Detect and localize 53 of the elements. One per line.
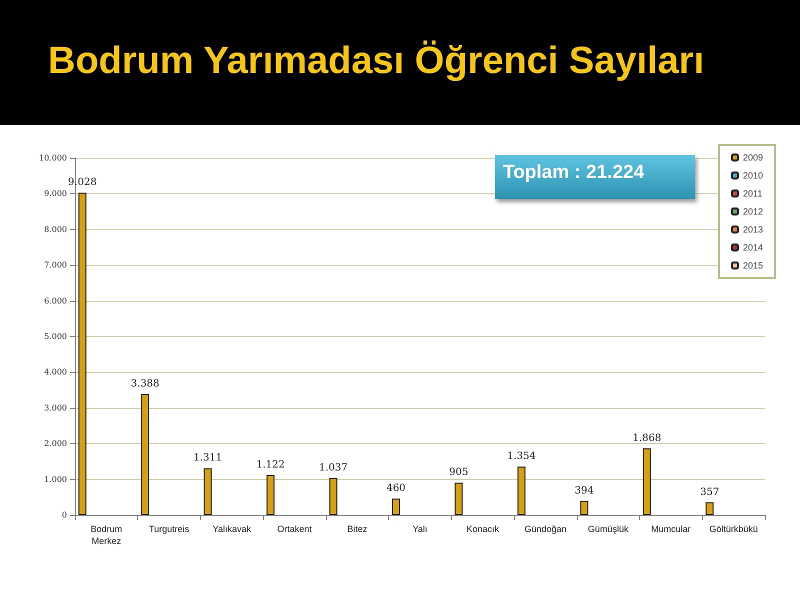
- x-tick-label: Yalı: [412, 524, 428, 534]
- legend-label: 2009: [742, 152, 764, 162]
- bar: [392, 498, 400, 515]
- legend-label: 2014: [742, 242, 764, 252]
- y-tick-label: 3.000: [44, 403, 67, 412]
- x-tick-label: Ortakent: [277, 524, 312, 534]
- data-label: 1.354: [507, 451, 536, 462]
- annotation: Toplam : 21.224: [495, 155, 695, 199]
- bar: [266, 474, 275, 515]
- legend-label: 2010: [742, 170, 764, 180]
- y-tick-label: 7.000: [44, 260, 67, 270]
- y-tick-label: 6.000: [44, 296, 67, 306]
- x-tick-label: Yalıkavak: [212, 524, 252, 534]
- data-label: 394: [574, 485, 594, 496]
- legend-label: 2012: [742, 206, 764, 216]
- x-tick-label: Bodrum Merkez: [90, 524, 122, 546]
- x-tick-label: Konacık: [466, 524, 500, 534]
- y-tick-label: 0: [62, 510, 67, 520]
- data-label: 1.868: [632, 432, 662, 444]
- y-tick-label: 10.000: [39, 154, 67, 162]
- legend-label: 2013: [742, 224, 764, 234]
- x-tick-label: Göltürkbükü: [709, 524, 758, 534]
- y-tick-label: 2.000: [44, 439, 67, 448]
- bar: [580, 500, 588, 515]
- bar: [78, 192, 86, 515]
- data-label: 357: [700, 486, 720, 498]
- data-label: 3.388: [130, 378, 160, 390]
- y-tick-label: 4.000: [44, 368, 67, 377]
- bar: [642, 448, 651, 515]
- x-tick-label: Turgutreis: [148, 524, 190, 534]
- bar: [706, 502, 714, 515]
- chart-title: Bodrum Yarımadası Öğrenci Sayıları: [48, 40, 704, 83]
- bar: [141, 394, 150, 515]
- data-label: 460: [386, 483, 406, 494]
- data-label: 9.028: [68, 177, 97, 188]
- x-tick-label: Gündoğan: [524, 524, 566, 534]
- data-label: 905: [449, 467, 468, 478]
- y-tick-label: 1.000: [44, 474, 67, 484]
- y-tick-label: 8.000: [44, 224, 67, 234]
- bar: [454, 482, 463, 515]
- y-tick-label: 5.000: [44, 332, 67, 341]
- bar: [204, 468, 212, 515]
- y-tick-label: 9.000: [44, 189, 67, 198]
- bar: [329, 478, 338, 515]
- x-tick-label: Bitez: [347, 524, 368, 534]
- legend-label: 2015: [742, 260, 764, 270]
- x-tick-label: Gümüşlük: [588, 524, 629, 534]
- data-label: 1.311: [194, 452, 222, 464]
- data-label: 1.122: [256, 459, 285, 470]
- legend-label: 2011: [742, 188, 762, 198]
- x-tick-label: Mumcular: [651, 524, 691, 534]
- bar: [517, 466, 526, 515]
- data-label: 1.037: [318, 462, 348, 474]
